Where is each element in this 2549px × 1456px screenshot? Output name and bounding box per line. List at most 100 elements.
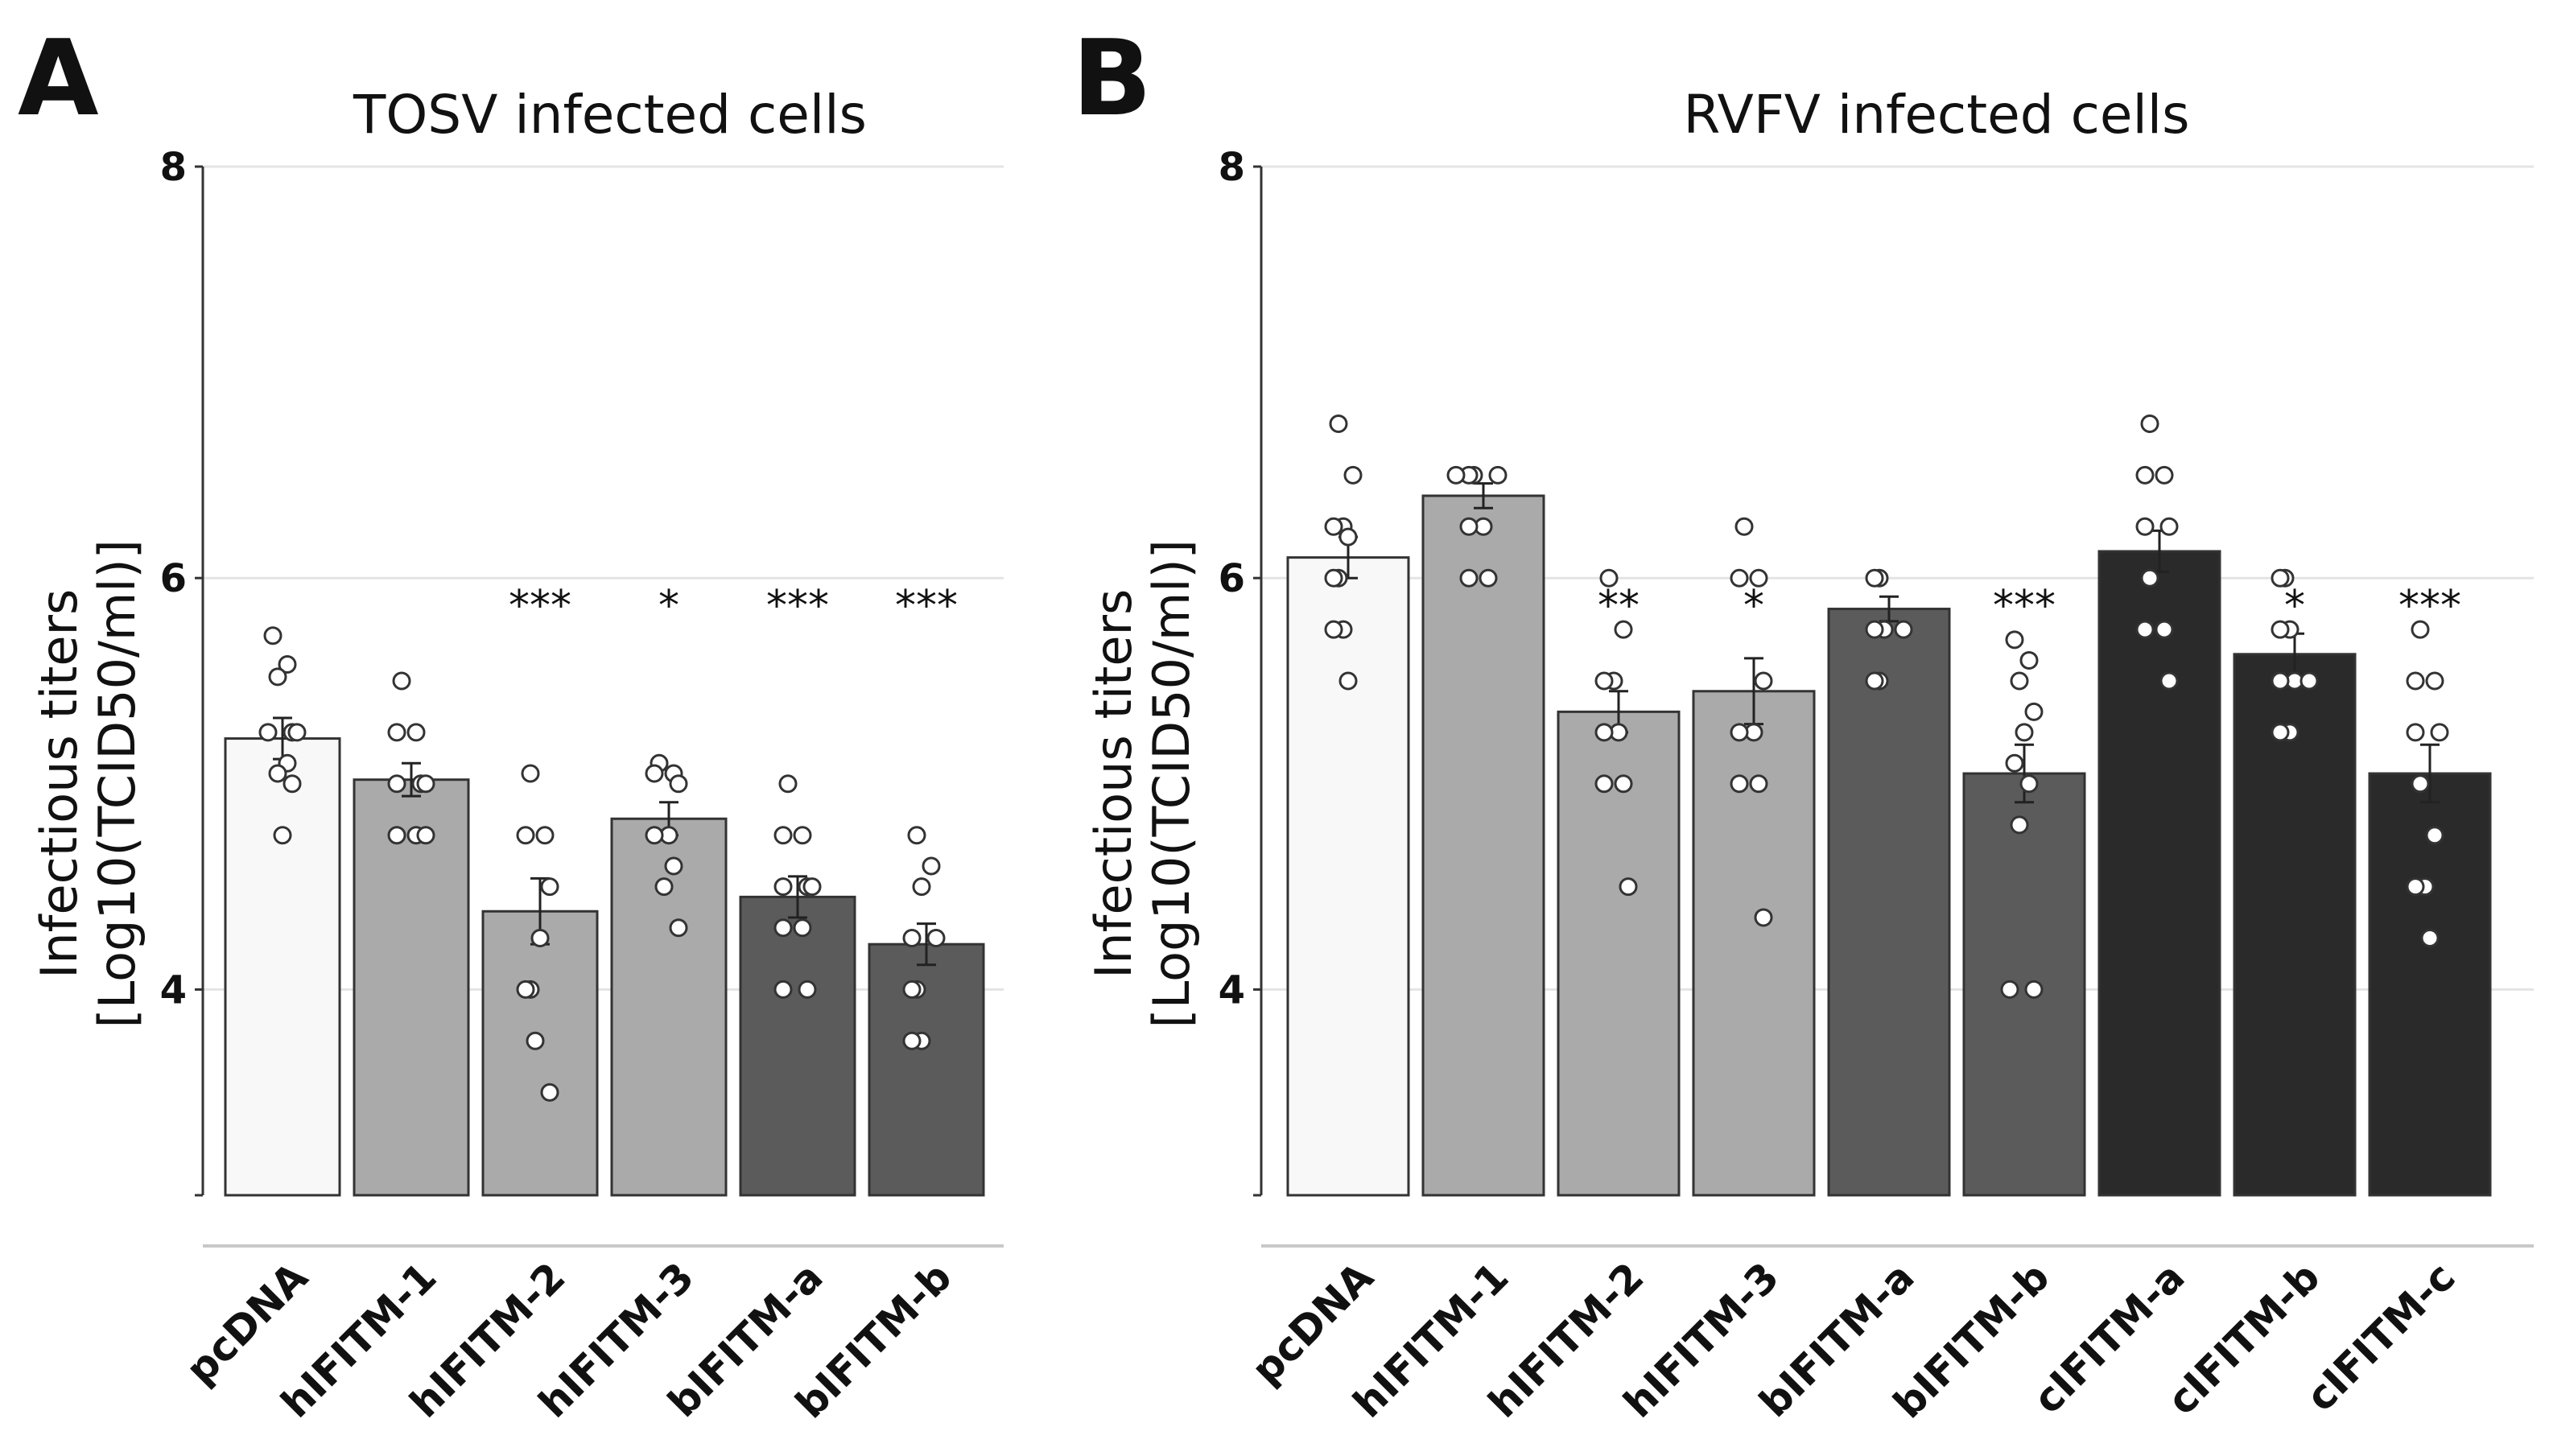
panel-a-ytick-label: 4 [160,967,187,1013]
panel-b-point-cIFITM-b [2299,671,2319,691]
panel-a-ylabel-line2: [Log10(TCID50/ml)] [88,539,146,1028]
panel-b-point-cIFITM-b [2271,723,2290,742]
panel-b-point-cIFITM-a [2140,568,2159,588]
panel-b-point-hIFITM-2 [1599,568,1619,588]
panel-b-point-hIFITM-2 [1619,877,1638,897]
panel-a-point-hIFITM-1 [416,826,435,845]
panel-b-point-pcDNA [1324,517,1343,536]
panel-a-point-bIFITM-a [798,980,817,999]
panel-a-bar-hIFITM-1 [353,778,470,1197]
panel-a-point-hIFITM-2 [526,1031,545,1050]
panel-b-bar-bIFITM-a [1827,608,1951,1197]
panel-b-point-bIFITM-a [1865,568,1884,588]
panel-a-point-pcDNA [268,667,287,687]
panel-b-point-hIFITM-2 [1594,723,1614,742]
panel-a-point-hIFITM-1 [406,723,426,742]
panel-b-point-hIFITM-1 [1446,465,1466,485]
panel-b-bar-hIFITM-3 [1692,690,1816,1197]
panel-b-point-bIFITM-b [2010,671,2029,691]
panel-b-point-pcDNA [1324,568,1343,588]
panel-a-point-pcDNA [268,764,287,783]
panel-b-point-hIFITM-2 [1614,774,1633,794]
panel-a-point-hIFITM-1 [387,826,406,845]
panel-b-point-bIFITM-b [2005,753,2024,773]
panel-b-bar-hIFITM-2 [1557,710,1681,1197]
panel-a-point-hIFITM-2 [540,877,559,897]
panel-a-bar-hIFITM-3 [610,817,728,1197]
panel-a-point-hIFITM-3 [669,918,688,938]
panel-b-point-pcDNA [1338,671,1358,691]
panel-b-point-hIFITM-2 [1614,620,1633,639]
panel-b-point-hIFITM-1 [1488,465,1508,485]
panel-a-point-hIFITM-3 [669,774,688,794]
panel-b-point-hIFITM-1 [1479,568,1498,588]
panel-a-chart: TOSV infected cells Infectious titers[Log… [30,84,1004,1428]
panel-a-point-bIFITM-a [793,918,812,938]
panel-b-point-cIFITM-c [2411,620,2430,639]
panel-a-significance-hIFITM-3: * [658,582,679,630]
panel-b-point-cIFITM-b [2271,568,2290,588]
panel-b-point-bIFITM-b [2010,815,2029,835]
panel-b-bar-hIFITM-1 [1421,494,1545,1197]
panel-b-point-hIFITM-3 [1730,774,1749,794]
panel-a-point-bIFITM-a [773,980,793,999]
panel-a-point-hIFITM-2 [530,929,550,947]
panel-b-point-hIFITM-3 [1734,517,1754,536]
panel-b-point-bIFITM-a [1894,620,1913,639]
panel-b-title: RVFV infected cells [1683,84,2189,146]
panel-b-point-hIFITM-2 [1594,671,1614,691]
panel-a-significance-bIFITM-b: *** [895,582,958,630]
panel-a-ytick-label: 6 [160,556,187,601]
panel-b-point-hIFITM-3 [1749,568,1768,588]
panel-b-bar-pcDNA [1286,556,1410,1197]
panel-a-point-hIFITM-3 [645,764,664,783]
panel-b-ytick-label: 4 [1219,967,1245,1013]
panel-b-point-pcDNA [1329,415,1348,433]
panel-b-point-pcDNA [1324,620,1343,639]
panel-b-point-hIFITM-3 [1749,774,1768,794]
panel-a-bar-pcDNA [224,737,341,1197]
panel-a-point-bIFITM-b [907,826,926,845]
panel-a-bar-bIFITM-b [868,942,985,1197]
panel-b-ylabel-line1: Infectious titers [1084,589,1143,979]
panel-a-point-hIFITM-3 [664,856,683,876]
panel-a-point-hIFITM-2 [521,764,540,783]
panel-letter-a: A [18,17,99,139]
panel-b-ylabel: Infectious titers[Log10(TCID50/ml)] [1084,539,1201,1028]
panel-b-point-hIFITM-3 [1754,671,1773,691]
panel-b-ytick-label: 8 [1219,145,1245,190]
panel-b-point-cIFITM-c [2420,929,2440,947]
panel-b-chart: RVFV infected cells Infectious titers[Log… [1084,84,2534,1428]
panel-b-point-cIFITM-c [2425,671,2444,691]
panel-b-point-bIFITM-b [2000,980,2019,999]
panel-a-point-bIFITM-b [922,856,941,876]
panel-a-point-hIFITM-1 [387,723,406,742]
panel-b-point-hIFITM-1 [1459,568,1479,588]
panel-a-point-hIFITM-2 [516,826,535,845]
panel-a-point-bIFITM-a [773,877,793,897]
panel-b-point-hIFITM-3 [1754,908,1773,927]
panel-a-point-bIFITM-a [773,826,793,845]
panel-b-significance-hIFITM-2: ** [1598,582,1640,630]
panel-a-significance-bIFITM-a: *** [766,582,829,630]
panel-b-ylabel-line2: [Log10(TCID50/ml)] [1142,539,1201,1028]
panel-a-bar-hIFITM-2 [481,909,599,1197]
panel-b-point-bIFITM-a [1865,671,1884,691]
panel-a-point-pcDNA [263,626,283,646]
panel-b-point-bIFITM-b [2019,650,2039,670]
panel-b-bar-cIFITM-a [2097,550,2221,1197]
panel-b-point-cIFITM-c [2406,671,2425,691]
panel-b-point-bIFITM-a [1865,620,1884,639]
panel-a-point-hIFITM-1 [392,671,411,691]
panel-b-significance-cIFITM-b: * [2284,582,2305,630]
panel-a-point-bIFITM-b [926,929,946,947]
panel-a-point-bIFITM-b [902,980,922,999]
panel-b-point-cIFITM-c [2406,877,2425,897]
panel-b-ytick-label: 6 [1219,556,1245,601]
panel-b-point-cIFITM-c [2425,826,2444,845]
panel-a-title: TOSV infected cells [353,84,867,146]
panel-letter-b: B [1072,17,1152,139]
panel-a-significance-hIFITM-2: *** [509,582,571,630]
panel-a-point-pcDNA [287,723,307,742]
